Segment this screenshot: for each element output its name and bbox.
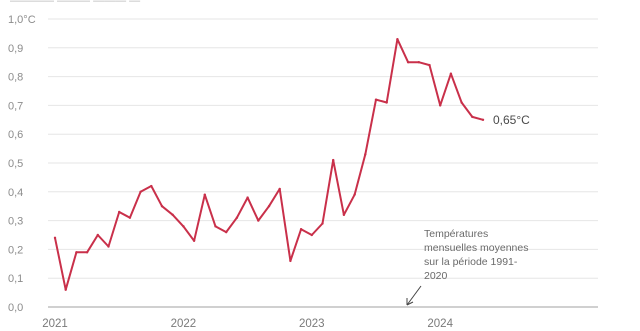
x-tick-label: 2021: [42, 318, 68, 330]
data-point: [225, 230, 228, 234]
data-point: [75, 251, 78, 254]
data-point: [85, 251, 89, 254]
end-value-label: 0,65°C: [493, 113, 530, 127]
data-point: [192, 239, 196, 242]
data-point: [289, 259, 292, 263]
data-point: [385, 101, 388, 104]
data-point: [417, 61, 420, 64]
y-tick-label: 0,6: [8, 129, 23, 141]
data-point: [267, 205, 271, 208]
y-axis-tick-labels: 0,0 0,1 0,2 0,3 0,4 0,5 0,6 0,7 0,8 0,9 1,0°C: [8, 14, 36, 314]
data-point: [471, 115, 474, 119]
annotation-line-4: 2020: [424, 270, 448, 282]
data-point: [374, 98, 378, 101]
data-point: [299, 228, 303, 231]
data-point: [449, 72, 453, 75]
y-tick-label: 0,7: [8, 100, 23, 112]
x-axis-tick-labels: 2021 2022 2023 2024: [42, 318, 453, 330]
y-tick-label: 0,8: [8, 72, 23, 84]
data-point: [64, 288, 67, 291]
data-point: [139, 190, 142, 193]
data-point: [439, 104, 442, 107]
data-point: [214, 225, 217, 228]
y-tick-label: 0,4: [8, 187, 23, 199]
data-point: [96, 233, 100, 237]
x-tick-label: 2022: [171, 318, 197, 330]
annotation-line-1: Températures: [424, 228, 488, 240]
y-tick-label: 0,1: [8, 273, 23, 285]
data-point: [460, 101, 463, 104]
data-point: [428, 63, 431, 67]
data-point: [310, 233, 313, 237]
x-tick-label: 2024: [427, 318, 453, 330]
y-tick-label: 0,0: [8, 302, 23, 314]
y-tick-label: 0,2: [8, 244, 23, 256]
grid-lines: [48, 18, 598, 308]
data-point: [107, 245, 110, 248]
data-point: [246, 196, 249, 199]
data-point: [203, 193, 206, 196]
data-point: [171, 213, 174, 217]
data-point: [235, 216, 239, 219]
data-point: [182, 225, 185, 228]
data-point: [342, 213, 346, 217]
series-points: [53, 37, 485, 291]
data-point: [353, 193, 356, 196]
data-point: [150, 184, 153, 188]
x-tick-label: 2023: [299, 318, 325, 330]
annotation-arrow-head: [406, 298, 414, 306]
annotation-line-3: sur la période 1991-: [424, 256, 518, 268]
data-point: [406, 61, 410, 64]
y-tick-label: 0,3: [8, 216, 23, 228]
baseline-annotation: Températures mensuelles moyennes sur la …: [406, 228, 528, 306]
data-point: [278, 187, 281, 191]
data-point: [321, 222, 324, 225]
y-tick-label: 1,0°C: [8, 14, 36, 26]
y-tick-label: 0,5: [8, 158, 23, 170]
y-tick-label: 0,9: [8, 43, 23, 55]
data-point: [118, 210, 121, 214]
annotation-line-2: mensuelles moyennes: [424, 242, 528, 254]
data-point: [160, 205, 164, 208]
data-point: [257, 219, 260, 222]
data-point: [481, 118, 485, 122]
cropped-title-fragment: ———— ——— ——— —: [10, 0, 140, 7]
data-point: [332, 158, 335, 162]
data-point: [53, 236, 57, 240]
annotation-arrow: [406, 285, 422, 306]
data-point: [396, 37, 399, 41]
data-point: [364, 153, 367, 156]
data-point: [128, 216, 132, 219]
